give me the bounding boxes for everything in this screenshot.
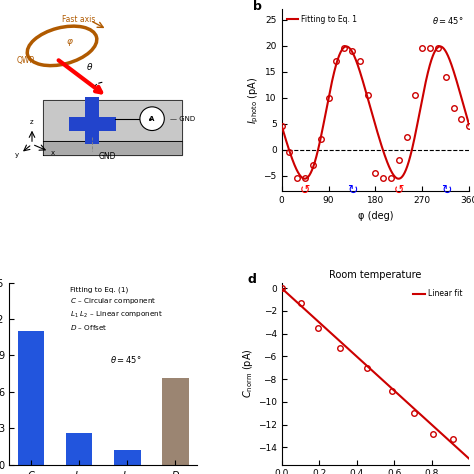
Text: d: d <box>248 273 257 286</box>
X-axis label: φ (deg): φ (deg) <box>358 211 393 221</box>
Text: z: z <box>30 119 34 125</box>
Text: $\theta$: $\theta$ <box>86 61 94 72</box>
Bar <box>66 433 92 465</box>
Text: ↻: ↻ <box>440 184 451 197</box>
Text: Fast axis: Fast axis <box>62 15 95 24</box>
Bar <box>69 117 116 131</box>
Text: x: x <box>51 150 55 156</box>
Bar <box>85 97 99 144</box>
Text: A: A <box>149 116 155 122</box>
Text: $\varphi$: $\varphi$ <box>65 37 73 48</box>
Polygon shape <box>43 140 182 155</box>
Text: ↺: ↺ <box>393 184 404 197</box>
Text: Fitting to Eq. (1)
$C$ – Circular component
$L_1\ L_2$ – Linear component
$D$ – : Fitting to Eq. (1) $C$ – Circular compon… <box>70 286 163 332</box>
Circle shape <box>140 107 164 130</box>
Y-axis label: $I_\mathrm{photo}$ (pA): $I_\mathrm{photo}$ (pA) <box>246 77 261 124</box>
Text: ↺: ↺ <box>300 184 310 197</box>
Legend: Fitting to Eq. 1: Fitting to Eq. 1 <box>285 13 359 25</box>
Bar <box>162 378 189 465</box>
Bar <box>114 450 141 465</box>
Text: GND: GND <box>98 153 116 162</box>
Text: — GND: — GND <box>171 116 196 122</box>
Text: $\theta = 45°$: $\theta = 45°$ <box>432 15 464 26</box>
Title: Room temperature: Room temperature <box>329 270 421 280</box>
Legend: Linear fit: Linear fit <box>410 286 465 301</box>
Text: QWP: QWP <box>17 56 35 65</box>
Text: ↻: ↻ <box>346 184 357 197</box>
Bar <box>18 331 45 465</box>
Text: $\theta = 45°$: $\theta = 45°$ <box>110 354 142 365</box>
Y-axis label: $C_\mathrm{norm}$ (pA): $C_\mathrm{norm}$ (pA) <box>241 349 255 398</box>
Text: y: y <box>15 152 19 158</box>
Polygon shape <box>43 100 182 140</box>
Text: b: b <box>254 0 262 13</box>
